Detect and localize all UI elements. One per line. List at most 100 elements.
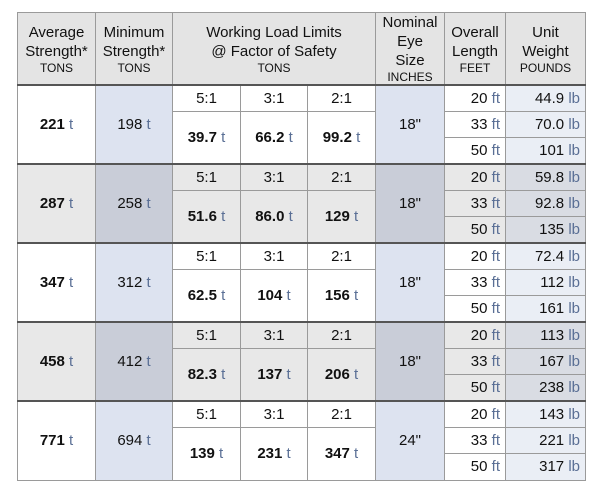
- unit: ft: [491, 168, 500, 186]
- header-unit: INCHES: [387, 70, 433, 84]
- value: 206: [324, 365, 350, 383]
- header-line: Average: [28, 23, 85, 41]
- wll-cell: 104 t: [240, 268, 308, 323]
- unit: t: [356, 128, 361, 146]
- weight-cell: 92.8 lb: [505, 189, 586, 217]
- unit: ft: [491, 89, 500, 107]
- header-line: Weight: [522, 42, 569, 60]
- value: 156: [324, 286, 350, 304]
- ratio-cell: 3:1: [240, 400, 308, 428]
- unit: lb: [568, 378, 580, 396]
- wll-cell: 99.2 t: [307, 110, 376, 165]
- average-cell: 347 t: [17, 242, 96, 323]
- length-cell: 20 ft: [444, 321, 506, 349]
- eye-size-cell: 24": [375, 400, 445, 481]
- value: 238: [539, 378, 565, 396]
- unit: lb: [568, 299, 580, 317]
- minimum-cell: 312 t: [95, 242, 173, 323]
- value: 86.0: [255, 207, 285, 225]
- header-line: Eye Size: [395, 33, 425, 69]
- value: 198: [117, 116, 143, 133]
- wll-cell: 206 t: [307, 347, 376, 402]
- value: 33: [470, 115, 488, 133]
- length-cell: 50 ft: [444, 452, 506, 481]
- unit: lb: [568, 141, 580, 159]
- value: 59.8: [534, 168, 565, 186]
- value: 139: [189, 445, 215, 462]
- unit: ft: [491, 247, 500, 265]
- header-line: Nominal: [382, 14, 438, 31]
- length-cell: 20 ft: [444, 163, 506, 191]
- value: 112: [540, 273, 565, 291]
- value: 113: [540, 326, 565, 344]
- value: 20: [470, 326, 488, 344]
- value: 347: [324, 445, 350, 462]
- unit: t: [146, 353, 151, 370]
- table-row: 287 t 258 t 5:1 3:1 2:1 18" 20 ft 59.8 lb: [17, 163, 586, 244]
- value: 50: [470, 220, 488, 238]
- length-cell: 33 ft: [444, 189, 506, 217]
- minimum-cell: 198 t: [95, 84, 173, 165]
- length-cell: 20 ft: [444, 400, 506, 428]
- ratio-cell: 2:1: [307, 84, 376, 112]
- weight-cell: 70.0 lb: [505, 110, 586, 138]
- header-line: @ Factor of Safety: [211, 42, 337, 60]
- ratio-cell: 5:1: [172, 84, 241, 112]
- header-line: Working Load Limits: [206, 23, 342, 41]
- unit: t: [288, 128, 293, 146]
- wll-cell: 137 t: [240, 347, 308, 402]
- header-unit: TONS: [257, 60, 291, 75]
- table-row: 458 t 412 t 5:1 3:1 2:1 18" 20 ft 113 lb: [17, 321, 586, 402]
- value: 317: [539, 458, 565, 475]
- value: 167: [539, 352, 565, 370]
- length-cell: 33 ft: [444, 347, 506, 375]
- value: 20: [470, 405, 488, 423]
- ratio-cell: 5:1: [172, 242, 241, 270]
- eye-size-cell: 18": [375, 242, 445, 323]
- weight-cell: 221 lb: [505, 426, 586, 454]
- unit: ft: [491, 273, 500, 291]
- length-cell: 50 ft: [444, 136, 506, 165]
- ratio-cell: 3:1: [240, 84, 308, 112]
- ratio-cell: 3:1: [240, 321, 308, 349]
- minimum-cell: 694 t: [95, 400, 173, 481]
- weight-cell: 135 lb: [505, 215, 586, 244]
- unit: ft: [491, 431, 500, 449]
- ratio-cell: 2:1: [307, 321, 376, 349]
- value: 44.9: [534, 89, 565, 107]
- unit: t: [286, 445, 291, 462]
- weight-cell: 101 lb: [505, 136, 586, 165]
- weight-cell: 167 lb: [505, 347, 586, 375]
- unit: t: [221, 365, 226, 383]
- header-line: Strength*: [102, 42, 166, 60]
- eye-size-cell: 18": [375, 84, 445, 165]
- header-line: Strength*: [25, 42, 88, 60]
- table-row: 771 t 694 t 5:1 3:1 2:1 24" 20 ft 143 lb: [17, 400, 586, 481]
- wll-cell: 66.2 t: [240, 110, 308, 165]
- minimum-cell: 412 t: [95, 321, 173, 402]
- header-cell: Minimum Strength* TONS: [95, 12, 173, 86]
- length-cell: 50 ft: [444, 294, 506, 323]
- value: 104: [257, 286, 283, 304]
- value: 412: [117, 353, 143, 370]
- value: 258: [117, 195, 143, 212]
- unit: t: [69, 432, 74, 450]
- wll-cell: 231 t: [240, 426, 308, 481]
- average-cell: 458 t: [17, 321, 96, 402]
- unit: t: [288, 207, 293, 225]
- value: 92.8: [534, 194, 565, 212]
- unit: t: [354, 286, 359, 304]
- table-row: 62.5 t 104 t 156 t 33 ft 112 lb: [17, 268, 586, 323]
- value: 458: [39, 353, 65, 370]
- weight-cell: 44.9 lb: [505, 84, 586, 112]
- value: 20: [470, 168, 488, 186]
- unit: ft: [491, 458, 500, 475]
- value: 62.5: [187, 286, 217, 304]
- header-row: Average Strength* TONS Minimum Strength* TONS…: [17, 12, 586, 86]
- header-unit: TONS: [39, 60, 74, 75]
- value: 50: [470, 378, 488, 396]
- unit: lb: [568, 220, 580, 238]
- ratio-cell: 2:1: [307, 163, 376, 191]
- wll-cell: 86.0 t: [240, 189, 308, 244]
- header-cell: Average Strength* TONS: [17, 12, 96, 86]
